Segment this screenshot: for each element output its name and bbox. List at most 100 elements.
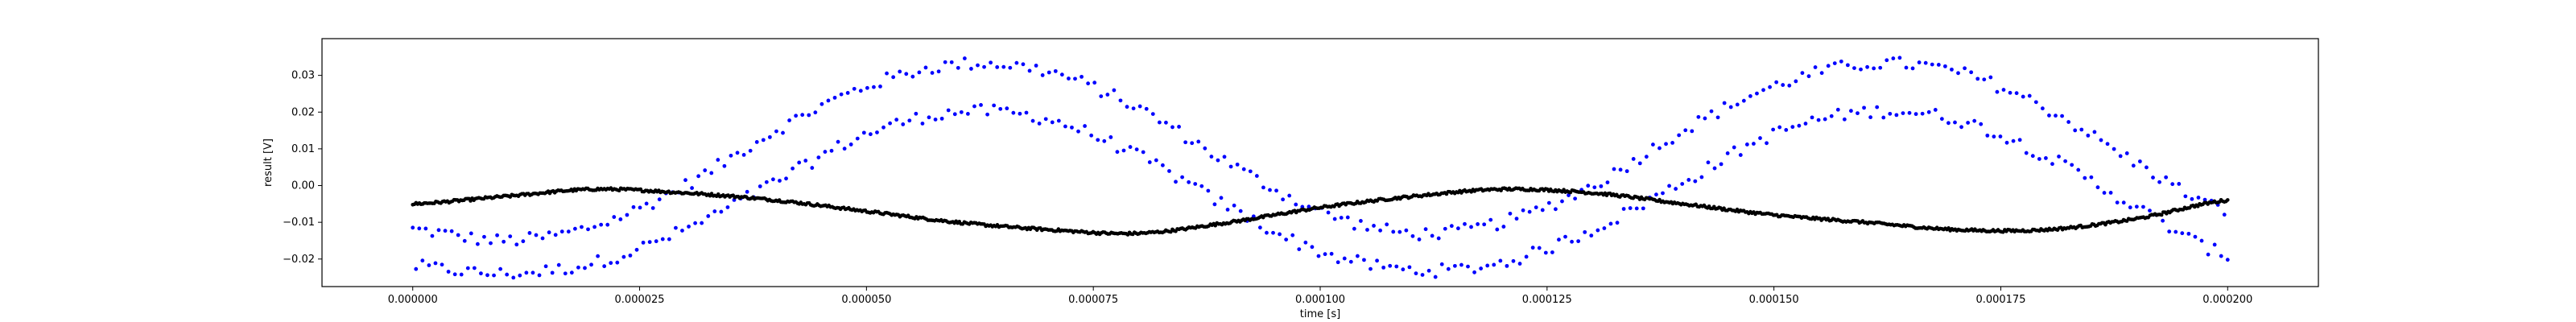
data-point — [1567, 193, 1571, 197]
data-point — [2112, 147, 2116, 151]
data-point — [1534, 205, 1538, 209]
x-axis-label: time [s] — [1300, 308, 1340, 320]
data-point — [2174, 229, 2178, 234]
data-point — [1046, 70, 1051, 75]
data-point — [1268, 188, 1272, 192]
data-point — [1901, 111, 1905, 116]
data-point — [2196, 196, 2201, 200]
data-point — [514, 242, 519, 247]
data-point — [1342, 256, 1347, 261]
data-point — [1170, 125, 1174, 130]
data-point — [414, 266, 419, 271]
data-point — [1257, 225, 1262, 230]
data-point — [1651, 142, 1655, 147]
data-point — [1449, 224, 1454, 229]
data-point — [956, 65, 960, 70]
data-point — [456, 233, 460, 237]
data-point — [1813, 65, 1818, 69]
data-point — [1452, 263, 1457, 268]
data-point — [1219, 196, 1224, 200]
data-point — [521, 239, 526, 244]
data-point — [1930, 62, 1934, 67]
data-point — [719, 209, 724, 214]
data-point — [1917, 60, 1922, 64]
data-point — [1517, 262, 1522, 266]
data-point — [2105, 142, 2110, 147]
data-point — [703, 168, 708, 172]
data-point — [1388, 263, 1393, 268]
data-point — [2014, 91, 2019, 96]
data-point — [2089, 175, 2094, 180]
y-tick-label: 0.03 — [291, 70, 315, 82]
data-point — [550, 270, 555, 275]
data-point — [657, 197, 662, 202]
data-point — [2054, 114, 2058, 118]
data-point — [1755, 91, 1759, 96]
data-point — [800, 113, 805, 118]
data-point — [674, 225, 678, 230]
data-point — [1634, 206, 1639, 211]
data-point — [612, 215, 617, 219]
data-point — [1401, 267, 1406, 272]
data-point — [2060, 114, 2064, 118]
data-point — [1842, 117, 1847, 122]
data-point — [559, 229, 564, 234]
data-point — [2193, 234, 2198, 239]
data-point — [1897, 56, 1902, 60]
data-point — [1550, 250, 1554, 254]
data-point — [580, 225, 584, 229]
data-point — [745, 189, 749, 194]
data-point — [1894, 113, 1899, 118]
data-point — [936, 69, 941, 74]
data-point — [1722, 101, 1727, 105]
data-point — [2131, 163, 2136, 168]
data-point — [1164, 120, 1168, 125]
data-point — [1644, 155, 1649, 159]
y-axis: −0.02 −0.01 0.00 0.01 0.02 0.03 — [283, 70, 322, 266]
data-point — [1576, 239, 1581, 244]
data-point — [1335, 260, 1340, 265]
data-point — [2044, 156, 2048, 160]
data-point — [1216, 158, 1220, 163]
data-point — [2225, 258, 2230, 262]
data-point — [1891, 56, 1896, 60]
data-point — [2148, 208, 2152, 213]
x-tick-label: 0.000175 — [1975, 294, 2025, 306]
data-point — [1076, 129, 1080, 134]
data-point — [761, 138, 766, 142]
data-point — [1034, 64, 1038, 68]
y-tick-label: 0.02 — [291, 106, 315, 118]
data-point — [1040, 73, 1045, 77]
data-point — [1732, 145, 1736, 150]
data-point — [2040, 106, 2045, 111]
data-point — [2063, 159, 2068, 163]
data-point — [1235, 162, 1240, 167]
data-point — [1284, 237, 1289, 242]
data-point — [2011, 138, 2016, 143]
data-point — [748, 148, 753, 153]
data-point — [475, 242, 480, 246]
data-point — [1193, 182, 1198, 186]
data-point — [885, 71, 889, 76]
data-point — [781, 130, 785, 135]
data-point — [1433, 275, 1438, 279]
data-point — [502, 239, 506, 244]
data-point — [2157, 180, 2161, 184]
x-tick-label: 0.000125 — [1522, 294, 1572, 306]
data-point — [1612, 167, 1616, 171]
data-point — [774, 129, 778, 134]
data-point — [1774, 80, 1779, 85]
data-point — [1375, 258, 1379, 263]
data-point — [1712, 166, 1717, 171]
x-tick-label: 0.000100 — [1295, 294, 1345, 306]
data-point — [2212, 242, 2217, 247]
data-point — [1115, 150, 1120, 155]
data-point — [819, 101, 824, 106]
data-point — [1303, 240, 1308, 245]
data-point — [1624, 169, 1629, 174]
data-point — [2159, 213, 2164, 217]
data-point — [534, 233, 539, 237]
data-point — [644, 201, 649, 206]
data-point — [530, 270, 535, 275]
data-point — [839, 92, 844, 97]
